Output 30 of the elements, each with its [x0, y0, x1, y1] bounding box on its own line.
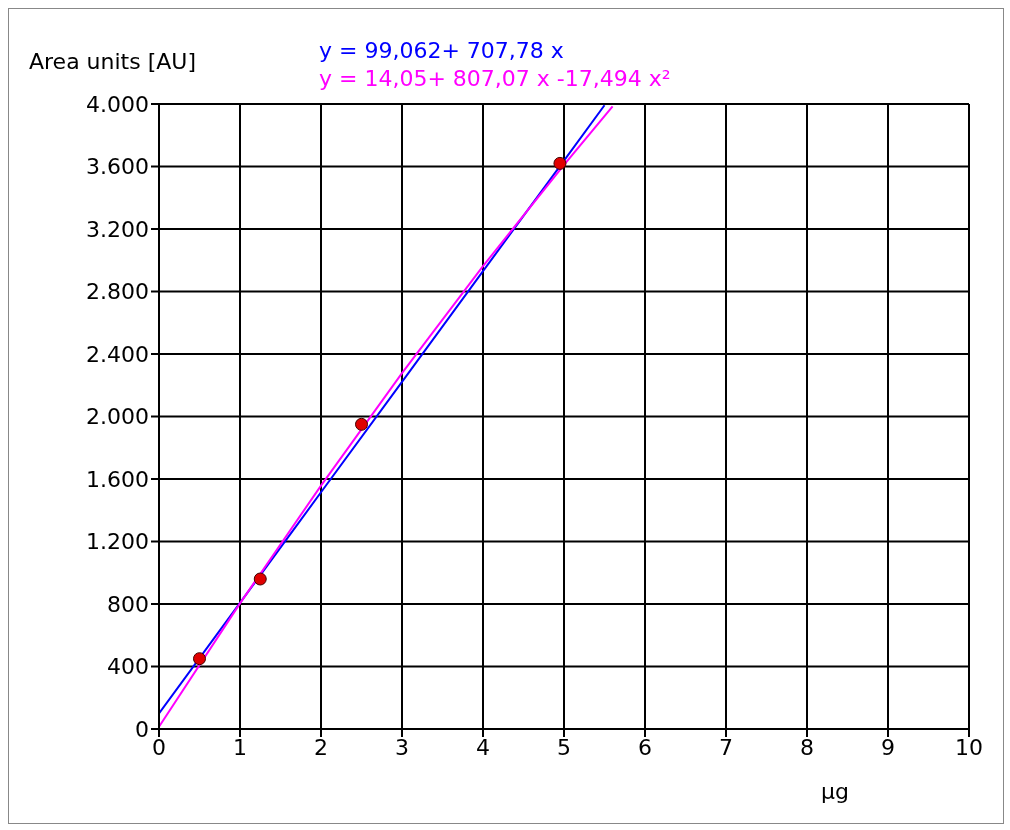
x-tick-label: 10 [955, 734, 983, 760]
y-tick-label: 2.400 [86, 341, 149, 367]
point [355, 417, 368, 431]
x-tick-label: 5 [557, 734, 571, 760]
x-tick-label: 8 [800, 734, 814, 760]
x-tick-label: 2 [314, 734, 328, 760]
y-tick-label: 4.000 [86, 91, 149, 117]
y-tick-label: 0 [135, 716, 149, 742]
y-tick-label: 1.200 [86, 529, 149, 555]
text: y = 99,062+ 707,78 x [319, 37, 565, 65]
x-tick-label: 0 [152, 734, 166, 760]
y-tick-label: 400 [107, 654, 149, 680]
point [193, 652, 206, 666]
x-tick-label: 3 [395, 734, 409, 760]
x-tick-label: 6 [638, 734, 652, 760]
x-tick-label: 1 [233, 734, 247, 760]
point [253, 572, 267, 586]
text: y = 14,05+ 807,07 x -17,494 x² [319, 65, 671, 93]
y-tick-label: 3.200 [86, 216, 149, 242]
point [553, 156, 567, 170]
y-tick-label: 2.800 [86, 279, 149, 305]
y-tick-label: 800 [107, 591, 149, 617]
y-tick-label: 1.600 [86, 466, 149, 492]
x-axis-title: µg [821, 779, 849, 804]
x-tick-label: 4 [476, 734, 490, 760]
y-tick-label: 3.600 [86, 154, 149, 180]
y-tick-label: 2.000 [86, 404, 149, 430]
x-tick-label: 7 [719, 734, 733, 760]
y-axis-title: Area units [AU] [29, 49, 197, 74]
x-tick-label: 9 [881, 734, 895, 760]
